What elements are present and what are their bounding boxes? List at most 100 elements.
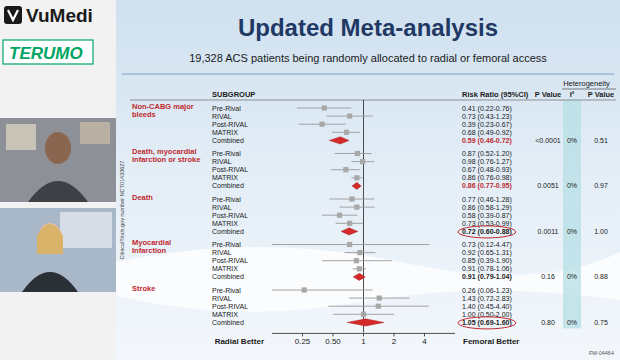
group-label: Death, myocardialinfarction or stroke (132, 147, 200, 164)
p-het-value: 0.75 (594, 319, 608, 326)
estimate-square (337, 213, 342, 218)
x-tick (333, 333, 334, 336)
webcam-person (37, 224, 63, 254)
footnote: FM-04464 (589, 350, 614, 356)
estimate-label: 0.87 (0.52-1.20) (462, 150, 512, 158)
estimate-label: 0.26 (0.06-1.23) (462, 287, 512, 295)
row-name: Combined (212, 319, 244, 326)
group-label-line: Stroke (132, 284, 155, 293)
estimate-label: 0.77 (0.46-1.28) (462, 196, 512, 204)
estimate-square (354, 205, 359, 210)
x-tick-label: 0.50 (325, 337, 341, 346)
column-head: P Value (588, 90, 615, 99)
p-het-value: 0.97 (594, 182, 608, 189)
estimate-label: 0.72 (0.60-0.88) (462, 228, 512, 236)
row-name: RIVAL (212, 295, 232, 302)
combined-diamond (341, 228, 358, 235)
webcam-person (38, 223, 62, 253)
estimate-square (344, 130, 349, 135)
estimate-label: 0.68 (0.49-0.92) (462, 129, 512, 137)
estimate-square (347, 242, 352, 247)
slide-rule (122, 74, 614, 75)
estimate-label: 0.39 (0.23-0.67) (462, 121, 512, 129)
estimate-label: 0.92 (0.65-1.31) (462, 249, 512, 257)
estimate-label: 0.85 (0.39-1.90) (462, 257, 512, 265)
group-label-line: Infarction (132, 246, 167, 255)
x-tick (302, 333, 303, 336)
p-value: 0.80 (541, 319, 555, 326)
estimate-label: 0.67 (0.48-0.93) (462, 166, 512, 174)
estimate-square (343, 167, 348, 172)
p-value: 0.16 (541, 273, 555, 280)
p-het-value: 0.88 (594, 273, 608, 280)
marks (272, 105, 429, 326)
estimate-label: 0.73 (0.12-4.47) (462, 241, 512, 249)
row-name: RIVAL (212, 249, 232, 256)
webcam-person (45, 132, 71, 164)
group-label-line: bleeds (132, 110, 156, 119)
group-label-line: Death (132, 193, 153, 202)
estimate-square (361, 312, 366, 317)
ci-line (335, 153, 372, 154)
logo-text: TERUMO (9, 44, 83, 63)
estimate-square (347, 114, 352, 119)
estimate-label: 1.40 (0.45-4.40) (462, 303, 512, 311)
column-head: I² (570, 90, 575, 99)
column-head: Risk Ratio (95%CI) (462, 90, 529, 99)
x-tick-label: 2 (392, 337, 397, 346)
p-het-value: 1.00 (594, 228, 608, 235)
row-name: MATRIX (212, 129, 238, 136)
estimate-label: 0.91 (0.78-1.06) (462, 265, 512, 273)
row-name: Pre-Rival (212, 150, 241, 157)
row-name: RIVAL (212, 113, 232, 120)
row-name: Post-RIVAL (212, 303, 248, 310)
row-name: Combined (212, 273, 244, 280)
row-name: Post-RIVAL (212, 257, 248, 264)
x-tick-label: 4 (422, 337, 427, 346)
p-value: 0.0011 (538, 228, 559, 235)
webcam (0, 208, 116, 292)
estimate-label: 1.43 (0.72-2.83) (462, 295, 512, 303)
column-shade (563, 100, 581, 328)
estimate-label: 0.86 (0.58-1.29) (462, 204, 512, 212)
slide (116, 0, 620, 360)
row-name: MATRIX (212, 265, 238, 272)
logo-text: VuMedi (26, 5, 93, 26)
row-name: Pre-Rival (212, 287, 241, 294)
estimate-label: 0.73 (0.43-1.23) (462, 113, 512, 121)
row-name: RIVAL (212, 158, 232, 165)
i2-value: 0% (567, 137, 577, 144)
subtitle: 19,328 ACS patients being randomly alloc… (189, 52, 547, 64)
logo-icon (4, 6, 22, 24)
direction-label: Femoral Better (463, 337, 519, 346)
group-label: Stroke (132, 284, 155, 293)
row-name: Pre-Rival (212, 196, 241, 203)
group-label: Non-CABG majorbleeds (132, 102, 194, 119)
highlight-circle (458, 317, 516, 329)
column-head: SUBGROUP (212, 90, 255, 99)
logo-icon (8, 10, 18, 20)
head-rule (130, 100, 616, 101)
row-name: Post-RIVAL (212, 212, 248, 219)
x-tick (424, 333, 425, 336)
estimate-square (376, 304, 381, 309)
estimate-square (355, 151, 360, 156)
webcam-bg (60, 212, 112, 248)
column-head: P Value (535, 90, 562, 99)
i2-value: 0% (567, 319, 577, 326)
estimate-square (354, 175, 359, 180)
combined-diamond (329, 137, 349, 144)
estimate-square (349, 196, 354, 201)
estimate-square (347, 221, 352, 226)
row-name: Pre-Rival (212, 105, 241, 112)
combined-diamond (347, 319, 384, 326)
reference-line (363, 100, 364, 332)
estimate-label: 0.59 (0.46-0.72) (462, 137, 512, 145)
title: Updated Meta-analysis (238, 14, 498, 41)
estimate-label: 0.58 (0.39-0.87) (462, 212, 512, 220)
logo-box (3, 40, 93, 64)
estimate-label: 0.41 (0.22-0.76) (462, 105, 512, 113)
group-label: Death (132, 193, 153, 202)
p-value: 0.0051 (537, 182, 559, 189)
webcam-bg (6, 124, 36, 150)
